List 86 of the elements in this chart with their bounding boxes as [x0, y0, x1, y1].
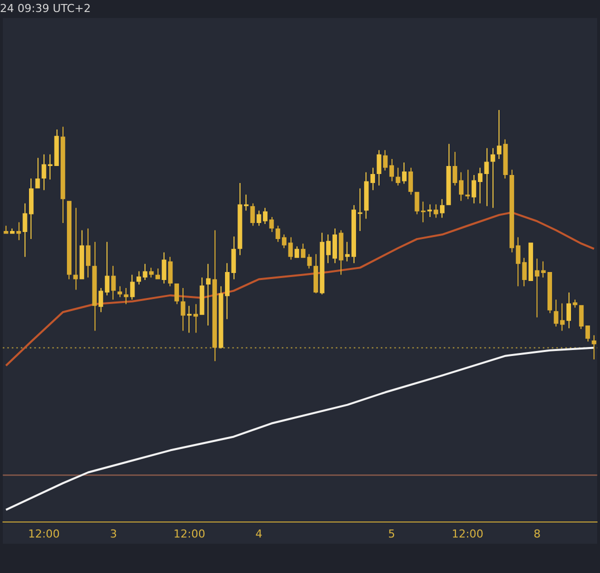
candlestick: [332, 228, 338, 264]
candlestick: [98, 288, 104, 312]
candlestick: [130, 274, 135, 300]
candlestick: [294, 246, 300, 258]
candlestick: [73, 208, 78, 290]
candlestick: [465, 170, 470, 200]
candlestick: [389, 158, 394, 182]
candlestick: [572, 300, 578, 308]
candlestick: [92, 242, 97, 331]
candlestick: [434, 204, 438, 218]
candlestick: [193, 304, 198, 333]
candlestick: [124, 288, 128, 304]
candlestick: [200, 277, 204, 315]
candlestick: [351, 205, 356, 264]
candlestick: [104, 242, 110, 296]
candlestick: [22, 203, 28, 257]
candlestick: [66, 200, 72, 280]
candlestick: [364, 172, 369, 219]
candlestick: [503, 139, 508, 179]
candlestick: [402, 162, 407, 184]
candlestick: [440, 199, 445, 218]
candlestick: [244, 194, 249, 211]
candlestick: [142, 264, 148, 280]
candlestick: [238, 183, 242, 256]
candlestick: [48, 154, 53, 180]
candlestick: [370, 168, 375, 190]
candlestick: [262, 208, 268, 224]
candlestick: [231, 236, 236, 280]
candlestick: [566, 292, 571, 328]
candlestick: [60, 126, 66, 223]
candlestick: [136, 271, 142, 285]
candlestick: [54, 130, 59, 166]
x-tick-label: 12:00: [452, 527, 484, 540]
candlestick: [496, 110, 502, 159]
x-tick-label: 4: [255, 527, 262, 540]
candlestick: [29, 178, 34, 240]
candlestick: [408, 168, 413, 195]
candlestick: [10, 228, 15, 234]
candlestick: [162, 252, 166, 284]
candlestick: [396, 168, 400, 186]
candlestick: [206, 264, 211, 326]
candlestick: [212, 230, 217, 362]
candlestick: [4, 226, 8, 234]
x-tick-label: 8: [534, 527, 541, 540]
candlestick: [358, 188, 362, 232]
candlestick: [118, 286, 122, 298]
x-tick-label: 12:00: [174, 527, 206, 540]
candlestick: [187, 306, 192, 333]
candlestick: [111, 266, 116, 300]
x-tick-label: 12:00: [28, 527, 60, 540]
candlestick: [16, 222, 21, 240]
candlestick: [510, 170, 514, 252]
candlestick: [180, 288, 186, 331]
candlestick: [155, 268, 160, 280]
candlestick: [490, 148, 496, 208]
candlestick: [269, 216, 274, 232]
candlestick: [80, 230, 84, 280]
candlestick: [528, 242, 534, 281]
candlestick: [446, 144, 451, 206]
candlestick: [168, 256, 173, 286]
text: 24 09:39 UTC+2: [0, 2, 91, 15]
candlestick: [383, 150, 388, 170]
x-tick-label: 3: [110, 527, 117, 540]
candlestick: [314, 254, 318, 294]
candlestick: [276, 226, 280, 242]
candlestick: [174, 284, 179, 304]
candlestick: [427, 204, 432, 217]
candlestick: [345, 242, 350, 262]
candlestick: [376, 150, 382, 186]
candlestick: [218, 286, 224, 349]
candlestick: [42, 154, 46, 190]
candlestick: [256, 210, 262, 226]
candlestick: [585, 325, 590, 342]
candlestick: [592, 335, 596, 360]
candlestick: [35, 158, 40, 188]
x-tick-label: 5: [388, 527, 396, 540]
candlestick: [86, 228, 90, 278]
candlestick: [225, 263, 230, 320]
candlestick: [579, 305, 584, 329]
candlestick: [547, 272, 552, 314]
candlestick: [452, 152, 458, 186]
candlestick: [458, 172, 464, 201]
candlestick: [338, 230, 344, 275]
candlestick: [149, 268, 154, 278]
candlestick: [250, 203, 255, 226]
candlestick: [472, 175, 476, 204]
